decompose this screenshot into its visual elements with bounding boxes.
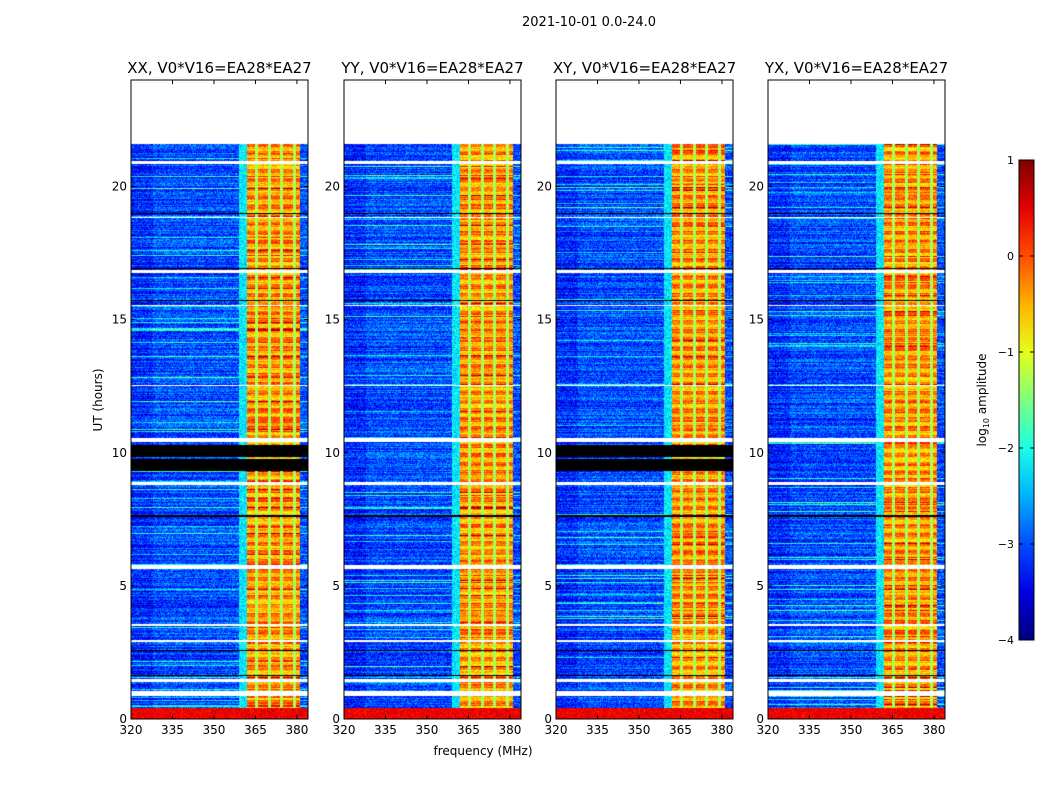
y-tick-label: 5 [332, 579, 340, 593]
y-tick-label: 5 [119, 579, 127, 593]
y-tick-label: 10 [749, 446, 764, 460]
panel-frame [130, 79, 309, 720]
x-tick-label: 350 [203, 723, 226, 737]
panel-title: XY, V0*V16=EA28*EA27 [553, 59, 736, 77]
colorbar-tick-label: −4 [998, 634, 1014, 647]
x-tick-label: 365 [244, 723, 267, 737]
x-tick-label: 320 [120, 723, 143, 737]
panel-title: YY, V0*V16=EA28*EA27 [340, 59, 523, 77]
y-tick-label: 5 [544, 579, 552, 593]
y-tick-label: 20 [749, 180, 764, 194]
x-tick-label: 350 [628, 723, 651, 737]
y-tick-label: 10 [537, 446, 552, 460]
panel-3: YX, V0*V16=EA28*EA27 320 335 350 365 380 0 5 10 1… [749, 59, 948, 737]
colorbar-gradient [1018, 159, 1035, 641]
y-tick-label: 5 [756, 579, 764, 593]
colorbar-label: log10 amplitude [975, 354, 991, 447]
colorbar-tick-label: 1 [1007, 154, 1014, 167]
colorbar: 1 0 −1 −2 −3 −4 [998, 154, 1035, 647]
x-tick-label: 335 [374, 723, 397, 737]
panel-0: XX, V0*V16=EA28*EA27 320 335 350 365 380 0 5 10 1… [112, 59, 312, 737]
x-tick-label: 320 [757, 723, 780, 737]
x-tick-label: 380 [498, 723, 521, 737]
x-tick-label: 350 [840, 723, 863, 737]
colorbar-tick-label: −2 [998, 442, 1014, 455]
x-tick-label: 320 [333, 723, 356, 737]
panel-title: YX, V0*V16=EA28*EA27 [764, 59, 948, 77]
colorbar-tick-label: −1 [998, 346, 1014, 359]
y-tick-label: 15 [537, 313, 552, 327]
x-tick-label: 350 [416, 723, 439, 737]
y-tick-label: 10 [112, 446, 127, 460]
y-tick-label: 20 [537, 180, 552, 194]
x-axis-label: frequency (MHz) [433, 744, 532, 758]
spectrogram-xy [556, 80, 733, 719]
x-tick-label: 365 [669, 723, 692, 737]
x-tick-label: 380 [710, 723, 733, 737]
x-tick-label: 335 [161, 723, 184, 737]
x-tick-label: 335 [586, 723, 609, 737]
y-tick-label: 15 [112, 313, 127, 327]
suptitle: 2021-10-01 0.0-24.0 [522, 15, 656, 30]
y-tick-label: 15 [325, 313, 340, 327]
y-tick-label: 0 [119, 712, 127, 726]
panel-frame [767, 79, 946, 720]
y-tick-label: 0 [332, 712, 340, 726]
panel-1: YY, V0*V16=EA28*EA27 320 335 350 365 380 0 5 10 1… [325, 59, 524, 737]
panel-frame [555, 79, 734, 720]
y-tick-label: 20 [325, 180, 340, 194]
colorbar-tick-label: 0 [1007, 250, 1014, 263]
y-axis-label: UT (hours) [91, 368, 105, 431]
y-tick-label: 15 [749, 313, 764, 327]
panel-2: XY, V0*V16=EA28*EA27 320 335 350 365 380 0 5 10 1… [537, 59, 736, 737]
x-tick-label: 365 [881, 723, 904, 737]
spectrogram-yy [344, 80, 521, 719]
x-tick-label: 320 [545, 723, 568, 737]
x-tick-label: 365 [457, 723, 480, 737]
y-tick-label: 20 [112, 180, 127, 194]
y-tick-label: 10 [325, 446, 340, 460]
x-tick-label: 380 [922, 723, 945, 737]
x-tick-label: 380 [285, 723, 308, 737]
y-tick-label: 0 [756, 712, 764, 726]
y-tick-label: 0 [544, 712, 552, 726]
spectrogram-xx [131, 80, 308, 719]
colorbar-tick-label: −3 [998, 538, 1014, 551]
x-tick-label: 335 [798, 723, 821, 737]
spectrogram-yx [768, 80, 945, 719]
panel-frame [343, 79, 522, 720]
panel-title: XX, V0*V16=EA28*EA27 [127, 59, 311, 77]
